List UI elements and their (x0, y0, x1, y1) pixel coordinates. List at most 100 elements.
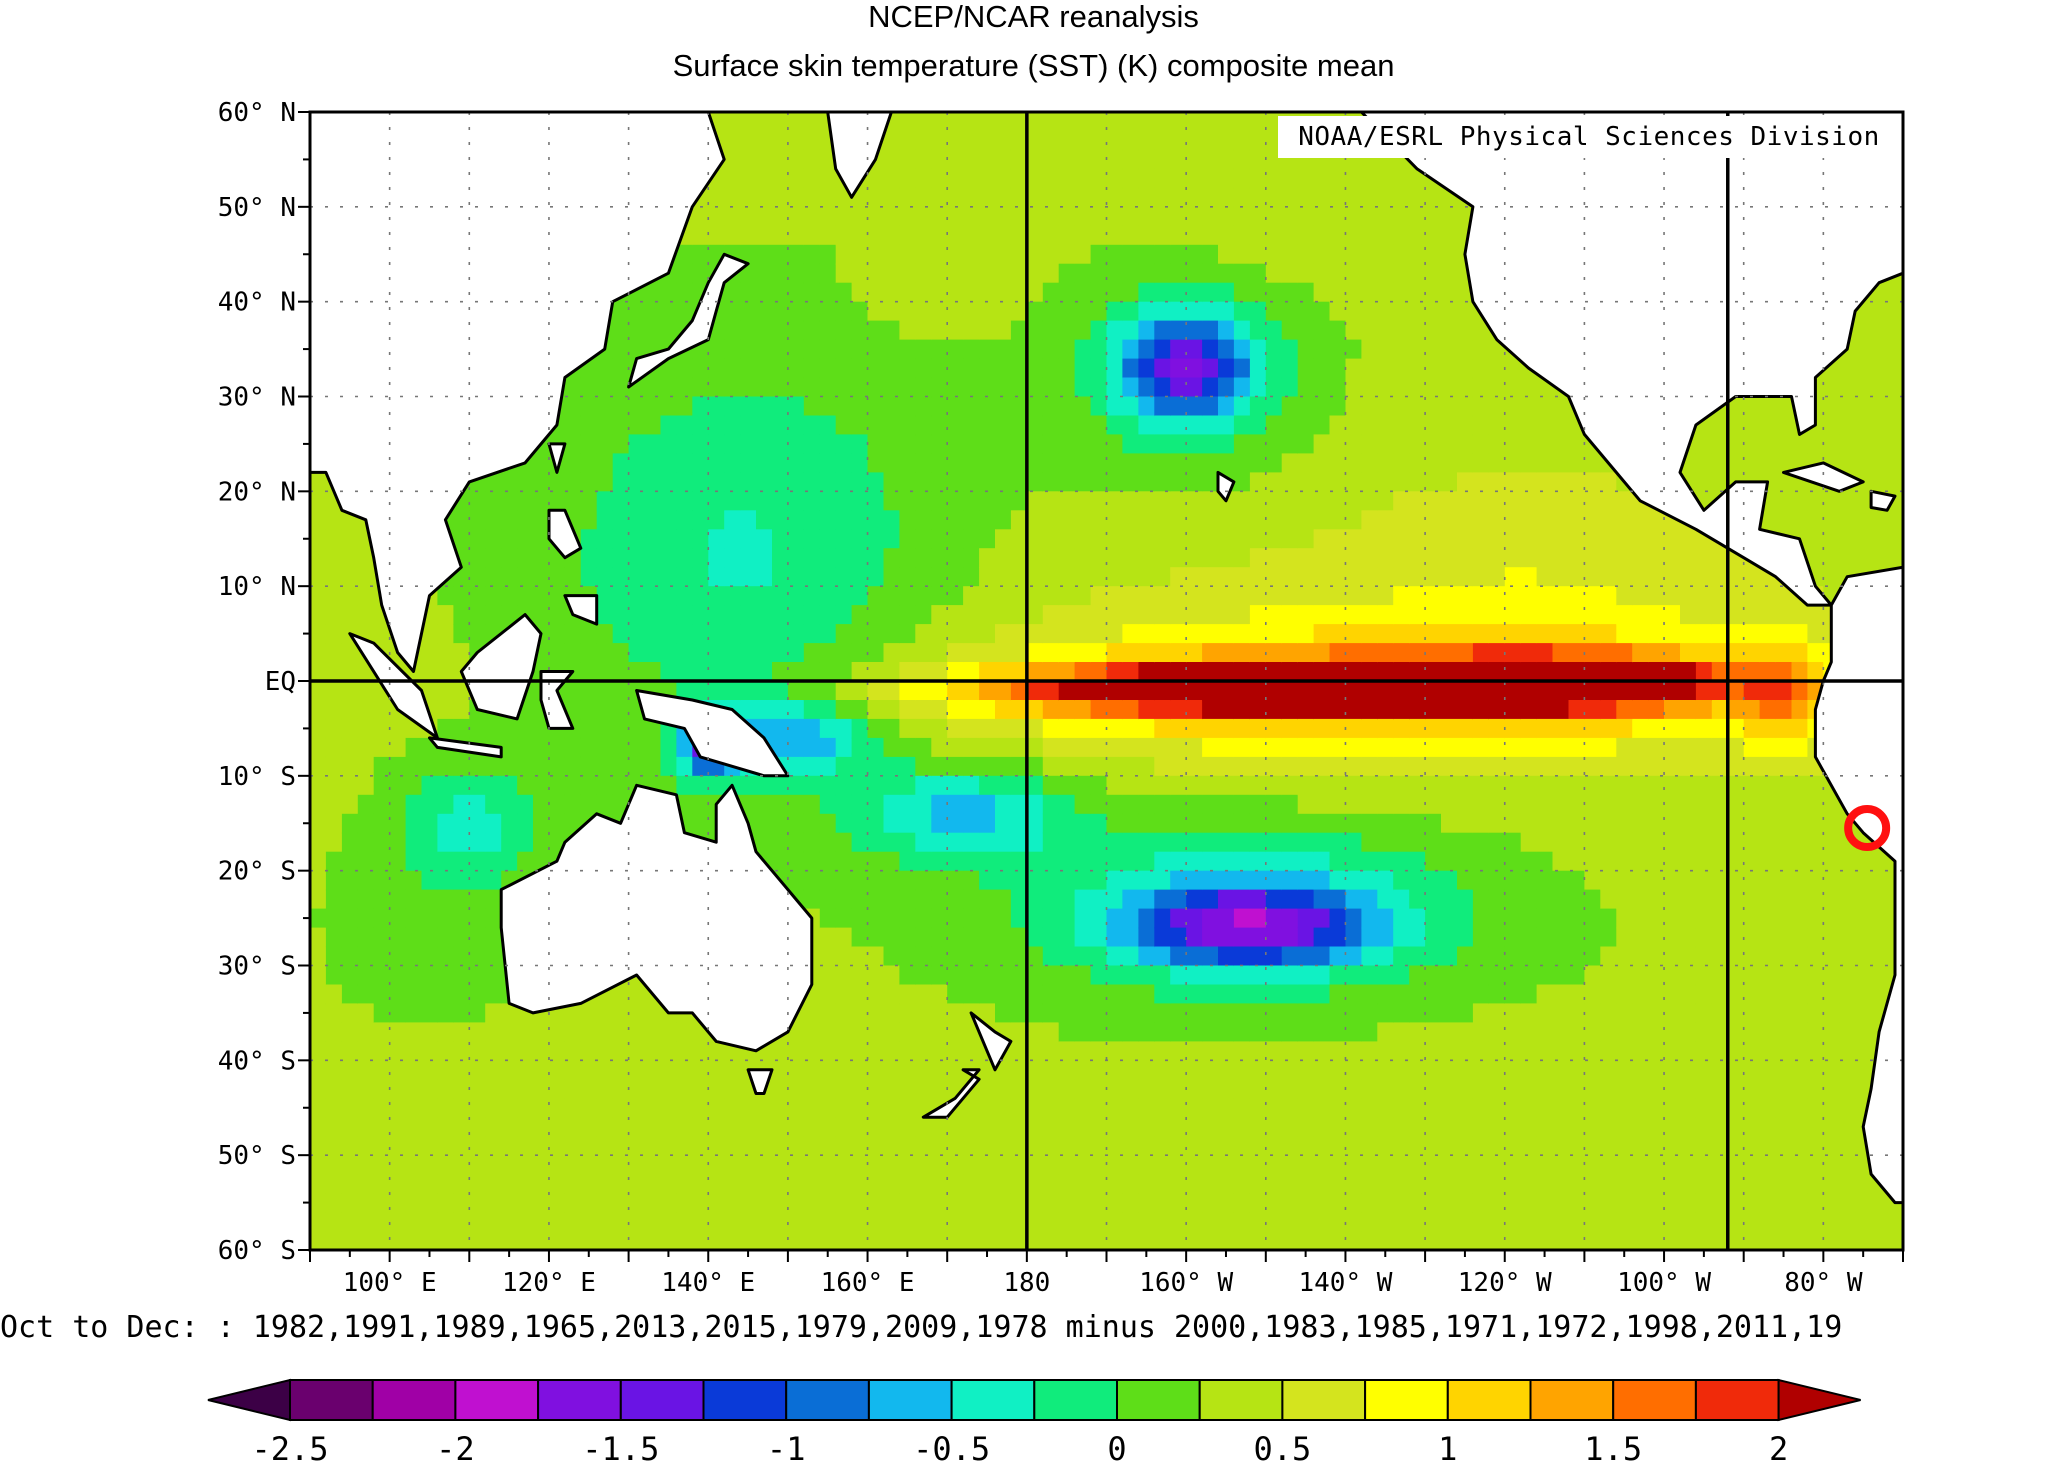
field-cell (979, 851, 996, 872)
field-cell (1393, 927, 1410, 948)
field-cell (1170, 1155, 1187, 1175)
field-cell (1026, 206, 1044, 227)
field-cell (1249, 908, 1267, 929)
field-cell (979, 681, 996, 701)
field-cell (787, 756, 805, 777)
field-cell (1441, 832, 1458, 853)
field-cell (1170, 112, 1187, 132)
field-cell (1441, 700, 1458, 720)
field-cell (1090, 681, 1108, 701)
field-cell (1170, 358, 1187, 379)
field-cell (1552, 965, 1569, 986)
field-cell (405, 927, 423, 948)
field-cell (1313, 643, 1331, 663)
field-cell (819, 339, 837, 360)
field-cell (931, 567, 948, 587)
field-cell (1600, 605, 1617, 625)
field-cell (963, 718, 980, 739)
field-cell (963, 1212, 980, 1232)
field-cell (819, 681, 837, 701)
field-cell (1345, 377, 1362, 398)
field-cell (1313, 1193, 1331, 1213)
field-cell (931, 624, 948, 644)
field-cell (1026, 1041, 1044, 1061)
field-cell (580, 491, 598, 511)
field-cell (1361, 529, 1378, 549)
field-cell (851, 624, 869, 644)
field-cell (883, 244, 900, 265)
field-cell (373, 1174, 391, 1194)
field-cell (1600, 851, 1617, 872)
field-cell (1520, 529, 1538, 549)
field-cell (963, 756, 980, 777)
field-cell (1616, 529, 1633, 549)
field-cell (373, 737, 391, 758)
field-cell (1600, 529, 1617, 549)
field-cell (1425, 187, 1442, 208)
field-cell (1154, 605, 1171, 625)
field-cell (819, 605, 837, 625)
field-cell (1536, 1155, 1554, 1175)
field-cell (787, 1079, 805, 1099)
field-cell (1218, 718, 1235, 739)
field-cell (485, 472, 502, 492)
field-cell (787, 624, 805, 644)
field-cell (1042, 1231, 1060, 1250)
field-cell (1249, 984, 1267, 1005)
field-cell (1106, 301, 1123, 322)
field-cell (1297, 263, 1315, 284)
field-cell (1568, 1231, 1585, 1250)
field-cell (1425, 965, 1442, 986)
field-cell (628, 491, 646, 511)
field-cell (469, 1193, 486, 1213)
field-cell (915, 1060, 932, 1080)
field-cell (724, 339, 741, 360)
field-cell (357, 813, 375, 834)
field-cell (549, 1136, 566, 1156)
field-cell (1616, 548, 1633, 568)
field-cell (1568, 1212, 1585, 1232)
field-cell (341, 1117, 359, 1137)
field-cell (1345, 453, 1362, 473)
field-cell (1218, 131, 1235, 151)
field-cell (1154, 1079, 1171, 1099)
field-cell (1600, 567, 1617, 587)
field-cell (692, 415, 709, 436)
field-cell (772, 472, 789, 492)
field-cell (772, 643, 789, 663)
field-cell (1010, 358, 1028, 379)
field-cell (1313, 794, 1331, 815)
field-cell (453, 643, 470, 663)
field-cell (1329, 187, 1346, 208)
field-cell (1568, 586, 1585, 606)
field-cell (931, 681, 948, 701)
field-cell (676, 1193, 693, 1213)
field-cell (580, 548, 598, 568)
field-cell (803, 282, 821, 303)
field-cell (1281, 889, 1299, 910)
field-cell (819, 643, 837, 663)
field-cell (1329, 1231, 1346, 1250)
field-cell (1233, 1212, 1251, 1232)
field-cell (564, 1041, 582, 1061)
field-cell (851, 529, 869, 549)
field-cell (1138, 1060, 1155, 1080)
field-cell (724, 301, 741, 322)
field-cell (883, 681, 900, 701)
field-cell (1361, 472, 1378, 492)
field-cell (851, 1003, 869, 1023)
field-cell (963, 586, 980, 606)
field-cell (1552, 662, 1569, 682)
field-cell (389, 889, 407, 910)
field-cell (1265, 529, 1283, 549)
field-cell (1202, 206, 1219, 227)
field-cell (1472, 908, 1490, 929)
field-cell (1377, 1212, 1394, 1232)
field-cell (1042, 1079, 1060, 1099)
field-cell (835, 1060, 853, 1080)
field-cell (1600, 1193, 1617, 1213)
field-cell (1600, 718, 1617, 739)
field-cell (357, 567, 375, 587)
field-cell (1218, 775, 1235, 796)
field-cell (1265, 1212, 1283, 1232)
